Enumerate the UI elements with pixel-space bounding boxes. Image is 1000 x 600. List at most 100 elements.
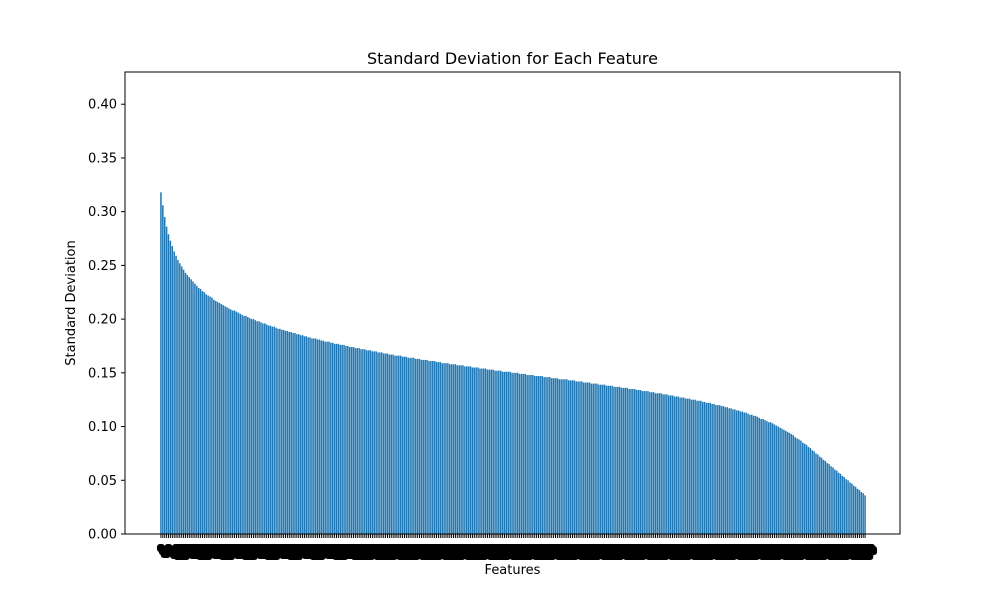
bar [762,419,764,534]
bar [399,355,402,534]
bar [598,384,600,534]
bar [260,322,262,534]
bar [550,378,553,534]
bar [265,324,268,534]
y-tick-label: 0.20 [88,313,117,328]
bar [692,399,695,534]
bar [435,362,438,534]
bar [464,366,466,534]
bar [745,412,747,534]
bar [513,372,515,534]
y-tick-label: 0.15 [88,366,117,381]
bar [730,408,732,534]
bar [783,429,785,534]
bar [584,382,587,534]
bar [286,330,289,534]
bar [197,287,200,534]
bar [664,394,666,534]
bar [364,349,366,534]
bar [462,365,464,534]
bar [768,422,770,534]
bar [560,379,562,534]
bar [707,402,710,534]
bar [345,345,347,534]
bar [669,395,672,534]
bar [299,335,302,534]
bar [163,217,166,535]
bar [501,371,504,534]
bar [769,422,772,534]
bar [228,308,230,534]
bar [794,437,796,534]
bar [696,400,698,534]
bar [386,353,389,534]
bar [549,377,551,534]
bar [352,347,355,534]
bar [331,342,334,534]
bar [247,316,249,534]
bar [441,363,443,534]
bar [224,306,226,534]
bar [849,482,851,534]
bar [381,352,383,534]
bar [388,354,391,534]
x-axis-label: Features [485,563,541,578]
bar [760,419,762,534]
bar [190,279,192,534]
bar [626,387,628,534]
bar [162,205,164,535]
bar [347,345,349,534]
bar [196,285,198,534]
bar [439,362,442,534]
bar [405,356,408,534]
bar [207,295,209,534]
bar [516,372,519,534]
bar [530,374,532,534]
bar [718,405,721,534]
bar [292,333,294,534]
bar [231,310,234,534]
bar [652,392,655,534]
bar [556,378,559,534]
bar [647,391,649,534]
bar [496,370,498,534]
y-tick-label: 0.10 [88,420,117,435]
bar [837,472,840,534]
bar [213,299,215,534]
bar [305,336,308,534]
bar [734,409,736,534]
bar [628,388,630,534]
bar [617,386,619,534]
bar [484,368,487,534]
bar [541,376,544,534]
bar [354,348,357,534]
bar [467,366,470,534]
bar [700,400,702,534]
bar [432,361,434,534]
bar [433,361,436,534]
bar [269,325,272,534]
x-axis-ticklabels [156,534,878,560]
bar [250,319,253,534]
bar [864,495,866,534]
bar [618,386,621,534]
bar [216,301,219,534]
bar [169,240,172,534]
bar [184,272,187,534]
bar [199,289,202,534]
bar [532,374,534,534]
bar [592,383,594,534]
bar [720,406,723,534]
bar [786,431,789,534]
bar [245,315,247,534]
bar [294,333,296,534]
bar [445,363,447,534]
bar [528,374,530,534]
bar [766,421,768,534]
bar [314,338,317,534]
bar [475,367,477,534]
bar [456,365,459,534]
bar [773,424,776,534]
bar [396,355,398,534]
